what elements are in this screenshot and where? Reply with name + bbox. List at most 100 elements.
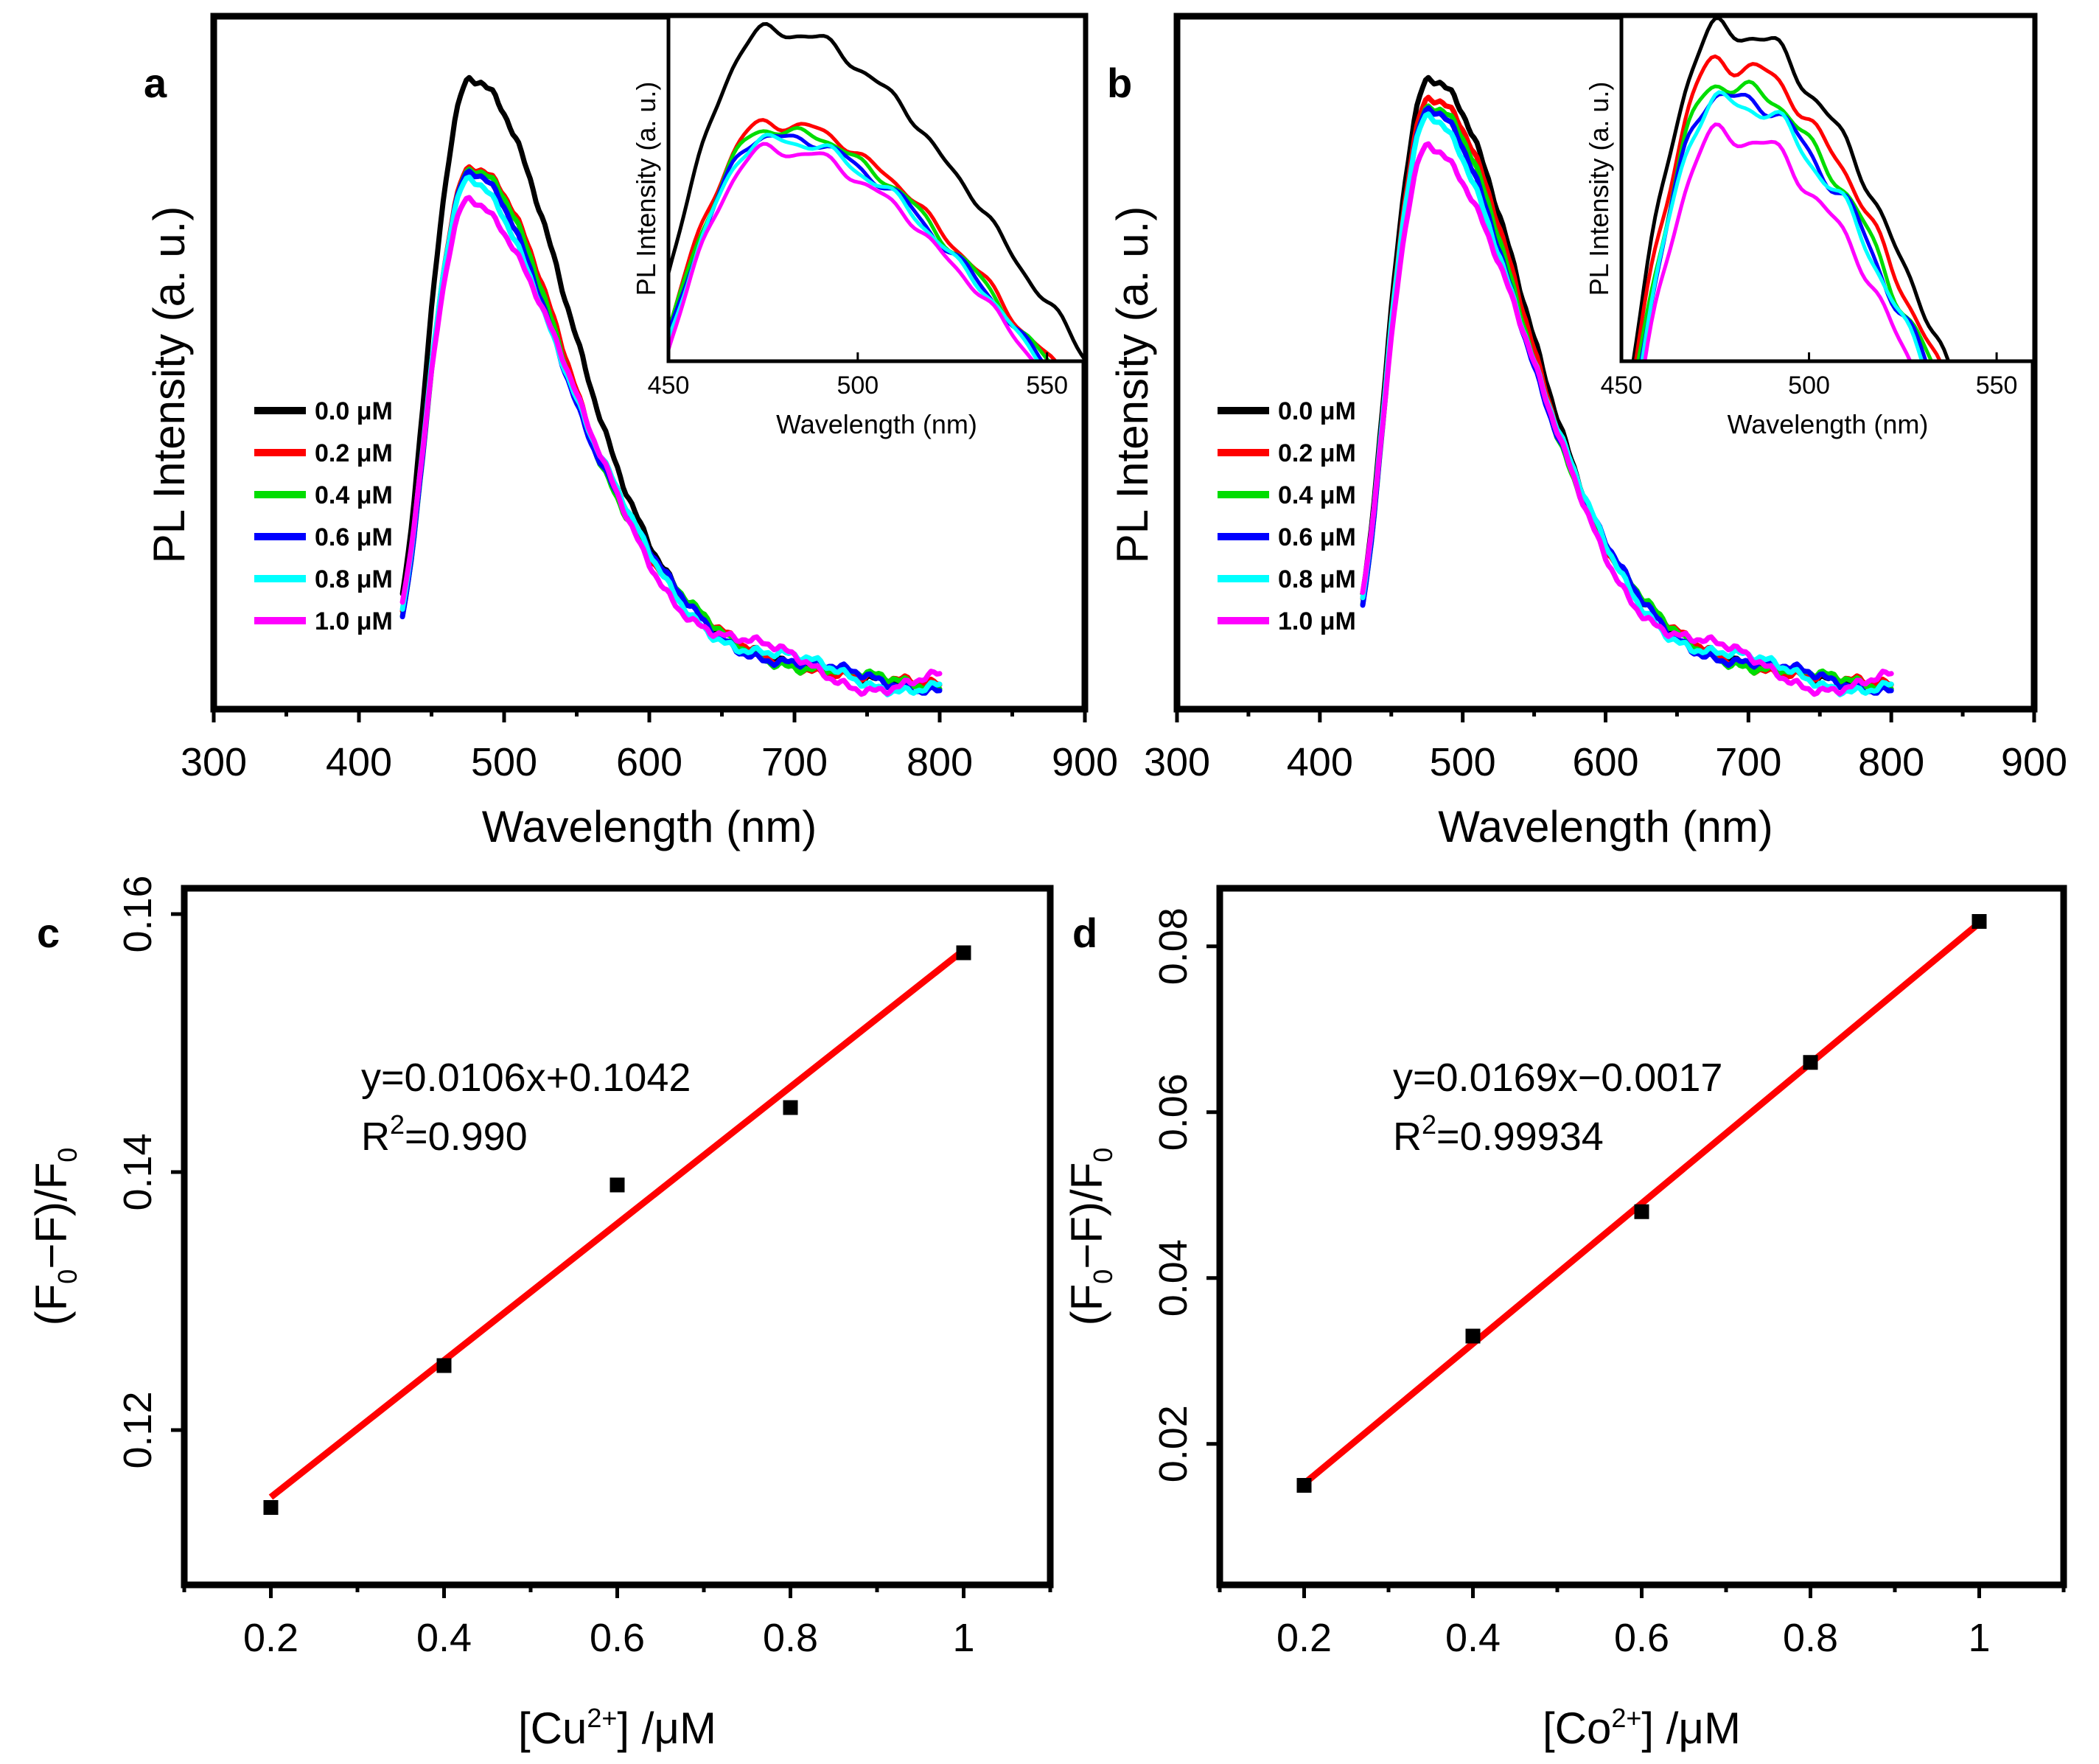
y-title-open: (F xyxy=(27,1284,76,1326)
x-tick-label: 500 xyxy=(471,740,537,784)
r-squared: R2=0.990 xyxy=(361,1109,528,1159)
x-tick-label: 0.4 xyxy=(416,1616,472,1660)
spectrum-line-0_8 xyxy=(1360,111,1894,697)
inset-x-axis-title: Wavelength (nm) xyxy=(776,409,977,439)
panel-b: 300 400 500 600 700 800 900 Wavelength (nm) PL I… xyxy=(1107,13,2067,851)
panel-letter: a xyxy=(144,60,167,106)
y-tick-label: 0.08 xyxy=(1151,907,1195,985)
x-tick-label: 0.6 xyxy=(1614,1616,1669,1660)
plot-frame xyxy=(1216,885,2067,1589)
inset-line-0_4 xyxy=(1636,80,1934,361)
x-title-pre: [Co xyxy=(1543,1704,1611,1753)
r-sup: 2 xyxy=(1422,1109,1436,1140)
legend-label: 0.4 μM xyxy=(1278,481,1356,509)
y-axis-title: (F0−F)/F0 xyxy=(1062,1148,1118,1326)
spectrum-line-0_6 xyxy=(399,168,943,696)
r-letter: R xyxy=(361,1115,390,1159)
y-tick-label: 0.14 xyxy=(116,1133,160,1210)
x-tick-label: 900 xyxy=(1052,740,1118,784)
inset-curves xyxy=(1631,16,1951,361)
x-title-sup: 2+ xyxy=(1611,1703,1641,1733)
r-value: =0.99934 xyxy=(1436,1115,1604,1159)
x-tick-label: 0.8 xyxy=(1783,1616,1838,1660)
y-title-mid: −F)/F xyxy=(1062,1162,1111,1269)
data-point xyxy=(1971,914,1987,929)
r-letter: R xyxy=(1393,1115,1422,1159)
panel-letter: b xyxy=(1107,60,1132,106)
x-tick-label: 0.8 xyxy=(763,1616,818,1660)
inset-line-0_0 xyxy=(1631,16,1951,361)
inset-x-tick-label: 500 xyxy=(1788,372,1830,400)
x-tick-label: 800 xyxy=(1858,740,1924,784)
legend-label: 0.0 μM xyxy=(1278,397,1356,425)
legend-label: 0.4 μM xyxy=(315,481,393,509)
x-tick-label: 0.4 xyxy=(1445,1616,1501,1660)
legend-label: 1.0 μM xyxy=(315,607,393,635)
x-tick-label: 600 xyxy=(1572,740,1638,784)
fit-line xyxy=(268,947,966,1500)
x-tick-label: 0.2 xyxy=(243,1616,298,1660)
inset-line-0_8 xyxy=(668,133,1041,361)
r-squared: R2=0.99934 xyxy=(1393,1109,1604,1159)
fit-line xyxy=(1302,920,1982,1487)
spectrum-line-1_0 xyxy=(1360,141,1894,697)
inset-x-tick-label: 550 xyxy=(1026,372,1068,400)
x-tick-label: 0.2 xyxy=(1276,1616,1332,1660)
inset-x-axis-title: Wavelength (nm) xyxy=(1728,409,1929,439)
plot-frame xyxy=(181,885,1054,1589)
x-title-post: ] /μM xyxy=(617,1704,716,1753)
data-point xyxy=(610,1177,625,1193)
legend-label: 0.0 μM xyxy=(315,397,393,425)
r-sup: 2 xyxy=(390,1109,405,1140)
y-axis-title: (F0−F)/F0 xyxy=(27,1148,83,1326)
y-title-sub2: 0 xyxy=(52,1148,83,1162)
spectrum-line-0_6 xyxy=(1360,105,1894,696)
inset-line-1_0 xyxy=(668,142,1036,361)
x-tick-label: 600 xyxy=(616,740,682,784)
data-point xyxy=(1803,1055,1818,1070)
x-title-pre: [Cu xyxy=(518,1704,587,1753)
x-tick-label: 300 xyxy=(1144,740,1210,784)
data-point xyxy=(1465,1328,1481,1344)
y-axis-title: PL Intensity (a. u.) xyxy=(1108,206,1157,564)
y-title-sub1: 0 xyxy=(1088,1269,1118,1284)
inset-line-0_2 xyxy=(668,118,1058,361)
y-title-mid: −F)/F xyxy=(27,1162,76,1269)
panel-letter: d xyxy=(1072,910,1097,956)
inset-line-0_2 xyxy=(1633,54,1943,361)
fit-equation: y=0.0106x+0.1042 xyxy=(361,1056,691,1100)
y-axis-title: PL Intensity (a. u.) xyxy=(144,206,194,564)
y-tick-label: 0.04 xyxy=(1151,1239,1195,1317)
data-point xyxy=(956,945,971,961)
inset-line-0_8 xyxy=(1640,90,1924,361)
inset-x-tick-label: 450 xyxy=(648,372,690,400)
spectrum-line-1_0 xyxy=(399,195,943,697)
y-title-open: (F xyxy=(1062,1284,1111,1326)
data-point xyxy=(783,1100,798,1115)
x-tick-label: 1 xyxy=(1968,1616,1990,1660)
panel-letter: c xyxy=(37,910,60,956)
x-axis-title: Wavelength (nm) xyxy=(1438,802,1773,851)
fit-equation: y=0.0169x−0.0017 xyxy=(1393,1056,1722,1100)
inset-line-1_0 xyxy=(1643,122,1913,361)
x-tick-label: 1 xyxy=(952,1616,974,1660)
inset-border xyxy=(1619,14,2036,363)
legend-label: 0.8 μM xyxy=(1278,565,1356,593)
x-tick-label: 900 xyxy=(2001,740,2067,784)
x-axis-title: [Co2+] /μM xyxy=(1543,1703,1741,1753)
inset-x-tick-label: 500 xyxy=(837,372,879,400)
inset-curves xyxy=(668,22,1085,361)
inset-y-axis-title: PL Intensity (a. u.) xyxy=(1584,82,1614,296)
x-title-post: ] /μM xyxy=(1641,1704,1741,1753)
x-tick-label: 500 xyxy=(1430,740,1496,784)
panel-a: 300 400 500 600 700 800 900 Wavelength (nm) PL I… xyxy=(144,13,1118,851)
legend-label: 1.0 μM xyxy=(1278,607,1356,635)
y-title-sub2: 0 xyxy=(1088,1148,1118,1162)
inset-border xyxy=(666,14,1087,363)
x-tick-label: 400 xyxy=(1287,740,1353,784)
panel-c: 0.2 0.4 0.6 0.8 10.120.140.16[Cu2+] /μM(F0−F… xyxy=(27,875,1054,1753)
data-point xyxy=(1634,1204,1649,1219)
x-axis-title: [Cu2+] /μM xyxy=(518,1703,716,1753)
y-tick-label: 0.12 xyxy=(116,1391,160,1468)
